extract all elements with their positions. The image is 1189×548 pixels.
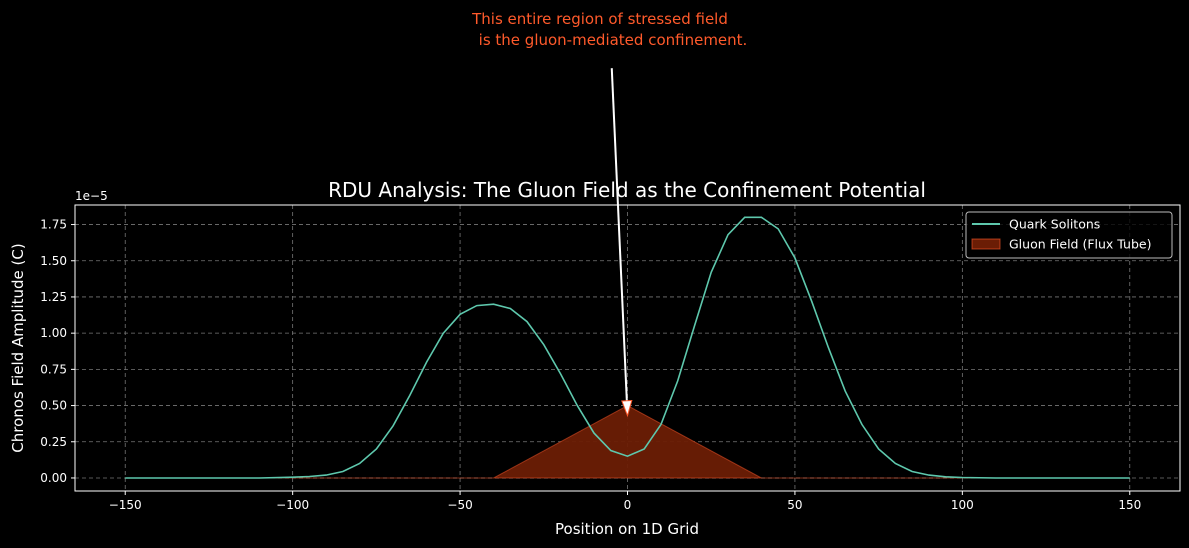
x-axis: −150 −100 −50 0 50 100 150 xyxy=(109,491,1141,512)
annotation-line-2: is the gluon-mediated confinement. xyxy=(479,31,748,49)
legend-label-quark-solitons: Quark Solitons xyxy=(1009,217,1100,232)
y-tick-label: 1.75 xyxy=(40,218,67,232)
y-tick-label: 1.00 xyxy=(40,326,67,340)
y-tick-label: 1.25 xyxy=(40,290,67,304)
legend-label-gluon-field: Gluon Field (Flux Tube) xyxy=(1009,237,1151,252)
annotation-arrowhead xyxy=(621,399,633,418)
x-tick-label: 50 xyxy=(787,498,802,512)
y-tick-label: 0.75 xyxy=(40,362,67,376)
annotation-line-1: This entire region of stressed field xyxy=(471,10,728,28)
x-tick-label: 100 xyxy=(951,498,974,512)
x-tick-label: −100 xyxy=(276,498,309,512)
quark-solitons-line xyxy=(125,216,1130,479)
y-axis: 0.00 0.25 0.50 0.75 1.00 1.25 1.50 1.75 xyxy=(40,218,75,485)
y-axis-label: Chronos Field Amplitude (C) xyxy=(9,243,27,452)
legend-box xyxy=(965,211,1173,259)
x-tick-label: 0 xyxy=(624,498,632,512)
chart-title: RDU Analysis: The Gluon Field as the Con… xyxy=(328,178,926,202)
annotation: This entire region of stressed field is … xyxy=(471,10,748,418)
y-tick-label: 0.50 xyxy=(40,399,67,413)
x-axis-label: Position on 1D Grid xyxy=(555,520,699,538)
legend: Quark Solitons Gluon Field (Flux Tube) xyxy=(965,211,1173,259)
y-scale-label: 1e−5 xyxy=(75,189,108,203)
y-tick-label: 0.00 xyxy=(40,471,67,485)
x-tick-label: 150 xyxy=(1118,498,1141,512)
x-tick-label: −150 xyxy=(109,498,142,512)
x-tick-label: −50 xyxy=(447,498,472,512)
legend-swatch-gluon-field xyxy=(971,238,1001,250)
y-tick-label: 1.50 xyxy=(40,254,67,268)
y-tick-label: 0.25 xyxy=(40,435,67,449)
annotation-arrow xyxy=(610,68,628,401)
